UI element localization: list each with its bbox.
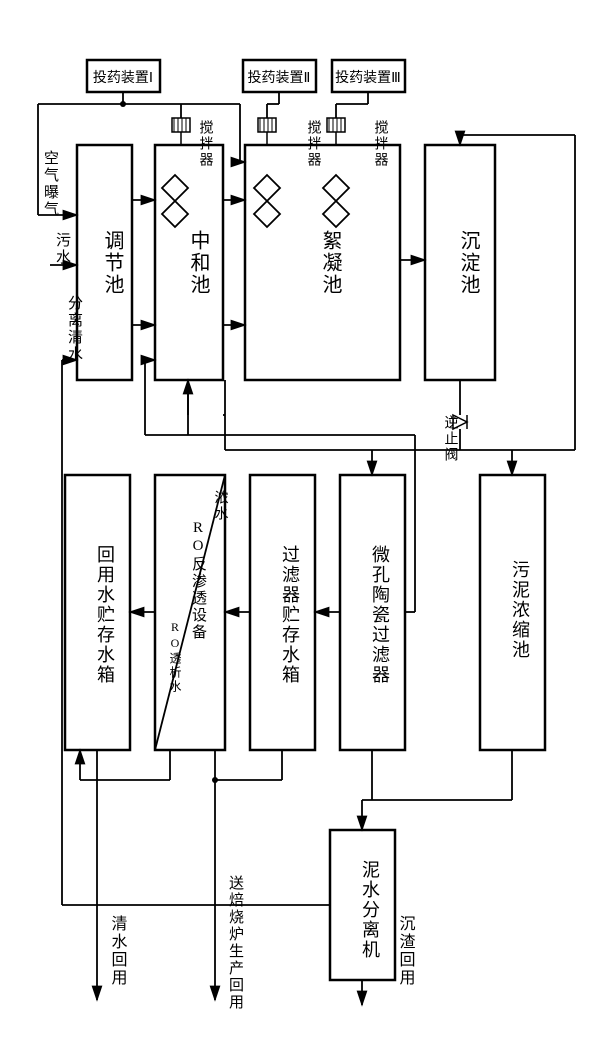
reg-label: 调节池 bbox=[101, 230, 124, 296]
input-sep-label: 分离清水 bbox=[66, 295, 83, 363]
ceramic-label: 微孔陶瓷过滤器 bbox=[370, 545, 390, 685]
neut-label: 中和池 bbox=[187, 230, 210, 296]
ro-label: RO反渗透设备 bbox=[190, 520, 207, 641]
dose1-label: 投药装置Ⅰ bbox=[93, 70, 153, 86]
input-ww-label: 污水 bbox=[54, 232, 71, 266]
valve-icon bbox=[162, 175, 188, 227]
sep-label: 泥水分离机 bbox=[360, 860, 380, 960]
filtertank-label: 过滤器贮存水箱 bbox=[280, 545, 300, 685]
dose3-label: 投药装置Ⅲ bbox=[335, 70, 401, 86]
sed-label: 沉淀池 bbox=[457, 230, 480, 296]
motor-icon bbox=[172, 118, 190, 145]
out-clean-label: 清水回用 bbox=[109, 915, 128, 987]
ro-sub2-label: 浓水 bbox=[213, 490, 229, 522]
floc-label: 絮凝池 bbox=[319, 230, 342, 296]
checkv-label: 逆止阀 bbox=[443, 415, 459, 463]
reuse-label: 回用水贮存水箱 bbox=[95, 545, 115, 685]
out-furnace-label: 送焙烧炉生产回用 bbox=[227, 875, 244, 1011]
sludgepool-label: 污泥浓缩池 bbox=[510, 560, 530, 660]
motor-icon bbox=[258, 118, 276, 145]
ro-sub1-label: RO透析水 bbox=[168, 620, 182, 694]
valve-icon bbox=[323, 175, 349, 227]
valve-icon bbox=[254, 175, 280, 227]
motor-icon bbox=[327, 118, 345, 145]
out-residue-label: 沉渣回用 bbox=[397, 915, 416, 987]
input-air-label: 空气曝气 bbox=[42, 150, 59, 218]
dose2-label: 投药装置Ⅱ bbox=[248, 70, 311, 86]
